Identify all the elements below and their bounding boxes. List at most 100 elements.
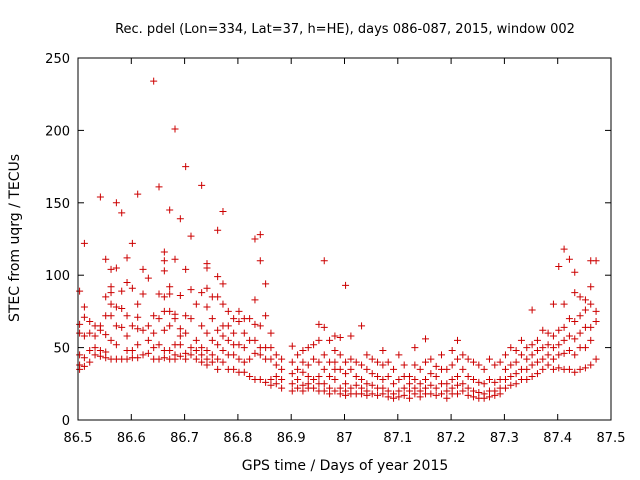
data-point (475, 361, 483, 369)
data-point (107, 289, 115, 297)
data-point (128, 284, 136, 292)
data-point (491, 378, 499, 386)
data-point (368, 381, 376, 389)
data-point (406, 380, 414, 388)
data-point (533, 358, 541, 366)
data-point (198, 344, 206, 352)
x-tick-label-9: 87.4 (543, 431, 572, 446)
data-point (256, 231, 264, 239)
data-point (107, 265, 115, 273)
data-point (139, 290, 147, 298)
data-point (581, 296, 589, 304)
data-point (139, 351, 147, 359)
data-point (464, 373, 472, 381)
data-point (230, 351, 238, 359)
data-point (320, 365, 328, 373)
data-point (155, 315, 163, 323)
data-point (224, 322, 232, 330)
data-point (176, 341, 184, 349)
data-point (267, 381, 275, 389)
data-point (208, 351, 216, 359)
data-point (198, 322, 206, 330)
data-point (150, 312, 158, 320)
data-point (310, 375, 318, 383)
data-point (571, 368, 579, 376)
data-point (320, 351, 328, 359)
data-point (123, 278, 131, 286)
data-point (123, 312, 131, 320)
data-point (453, 355, 461, 363)
data-point (208, 336, 216, 344)
data-point (555, 351, 563, 359)
data-point (342, 380, 350, 388)
x-tick-label-0: 86.5 (64, 431, 93, 446)
data-point (128, 346, 136, 354)
data-point (246, 315, 254, 323)
data-point (187, 315, 195, 323)
data-point (453, 336, 461, 344)
data-point (107, 300, 115, 308)
data-point (390, 394, 398, 402)
data-point (288, 387, 296, 395)
data-point (326, 336, 334, 344)
data-point (112, 264, 120, 272)
data-point (336, 351, 344, 359)
data-point (272, 373, 280, 381)
data-point (523, 344, 531, 352)
data-point (549, 365, 557, 373)
data-point (528, 361, 536, 369)
data-point (134, 354, 142, 362)
data-point (368, 370, 376, 378)
data-point (411, 375, 419, 383)
data-point (395, 375, 403, 383)
data-point (491, 391, 499, 399)
data-point (76, 365, 84, 373)
data-point (411, 344, 419, 352)
data-point (299, 358, 307, 366)
data-point (549, 300, 557, 308)
data-point (112, 341, 120, 349)
data-point (427, 381, 435, 389)
data-point (315, 336, 323, 344)
data-point (507, 361, 515, 369)
data-point (112, 199, 120, 207)
data-point (363, 380, 371, 388)
data-point (160, 267, 168, 275)
data-point (374, 373, 382, 381)
data-point (453, 390, 461, 398)
data-point (432, 391, 440, 399)
data-point (485, 375, 493, 383)
data-point (80, 362, 88, 370)
data-point (214, 226, 222, 234)
data-point (528, 373, 536, 381)
data-point (96, 352, 104, 360)
data-point (581, 344, 589, 352)
data-point (427, 390, 435, 398)
data-point (304, 361, 312, 369)
data-point (262, 378, 270, 386)
data-point (469, 375, 477, 383)
data-point (469, 393, 477, 401)
data-point (294, 384, 302, 392)
data-point (246, 373, 254, 381)
data-point (560, 349, 568, 357)
data-point (411, 361, 419, 369)
data-point (587, 283, 595, 291)
data-point (240, 368, 248, 376)
data-point (102, 331, 110, 339)
data-point (576, 365, 584, 373)
data-point (533, 346, 541, 354)
data-point (192, 300, 200, 308)
data-point (384, 393, 392, 401)
data-point (235, 355, 243, 363)
data-point (496, 358, 504, 366)
data-point (251, 320, 259, 328)
data-point (576, 329, 584, 337)
data-point (118, 305, 126, 313)
data-point (118, 287, 126, 295)
data-point (453, 381, 461, 389)
data-point (171, 125, 179, 133)
data-point (315, 358, 323, 366)
data-point (80, 354, 88, 362)
data-point (91, 344, 99, 352)
